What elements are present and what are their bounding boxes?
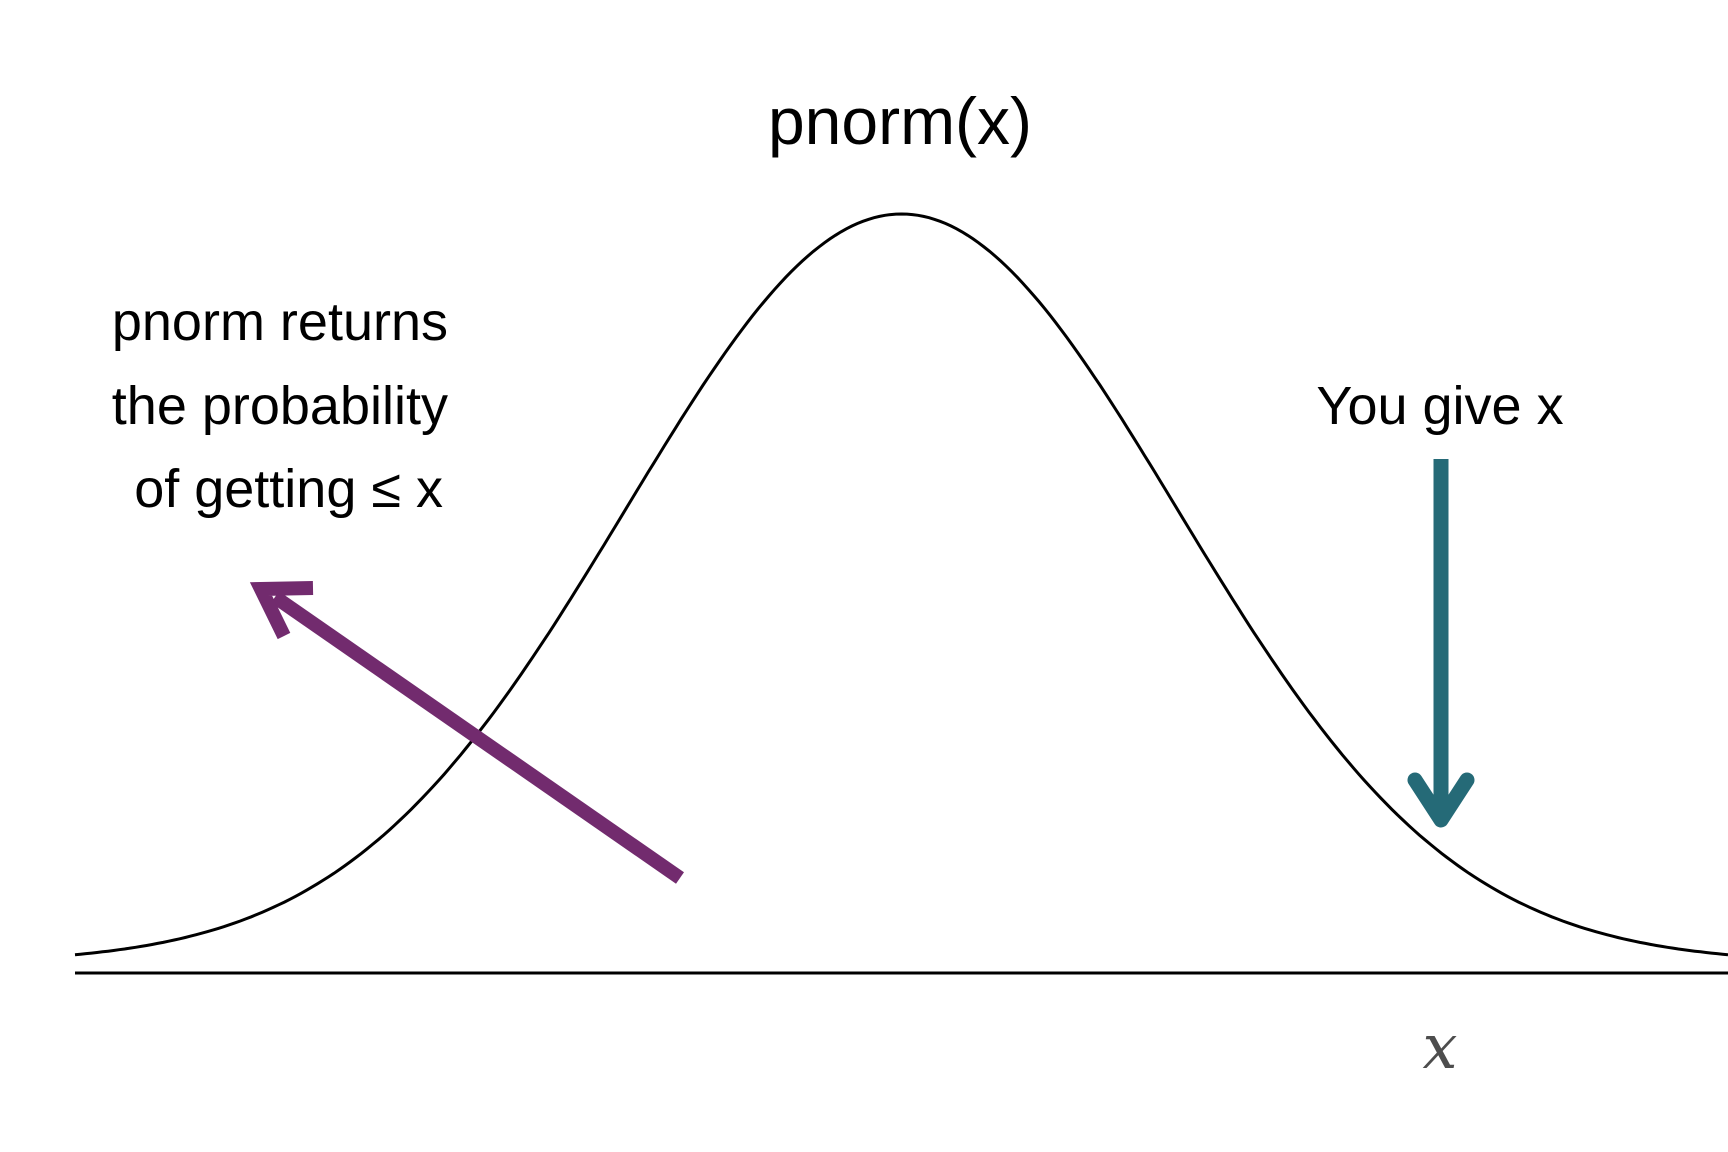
left-note-line-3: of getting ≤ x: [134, 459, 443, 519]
probability-arrow: [249, 581, 684, 884]
right-note: You give x: [1316, 376, 1563, 436]
left-note-line-1: pnorm returns: [112, 292, 448, 352]
left-note-line-2: the probability: [112, 376, 448, 436]
diagram-title: pnorm(x): [768, 84, 1032, 158]
left-note: pnorm returns the probability of getting…: [112, 292, 448, 519]
x-axis-label: x: [1423, 1010, 1458, 1083]
input-arrow: [1407, 459, 1475, 828]
normal-density-curve: [74, 212, 1728, 957]
